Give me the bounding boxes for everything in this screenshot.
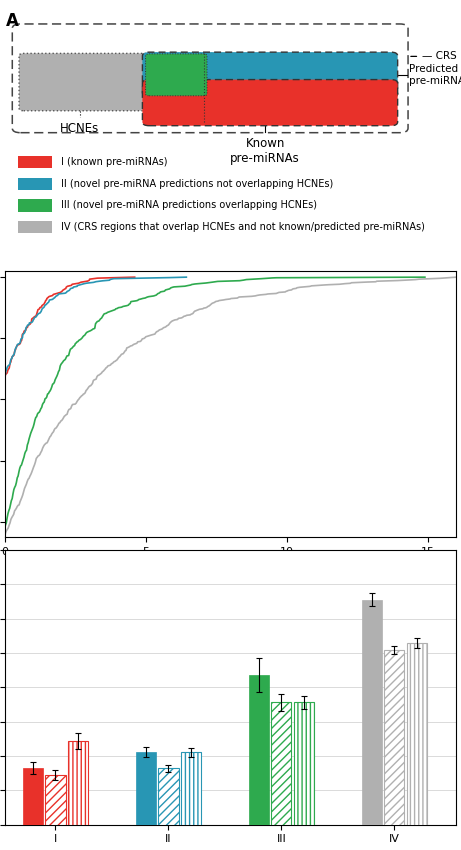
Bar [23, 768, 43, 824]
Text: Known
pre-miRNAs: Known pre-miRNAs [230, 137, 300, 165]
Bar [45, 775, 65, 824]
Bar [136, 751, 156, 824]
FancyBboxPatch shape [19, 54, 216, 110]
Text: III (novel pre-miRNA predictions overlapping HCNEs): III (novel pre-miRNA predictions overlap… [61, 201, 317, 210]
Text: I (known pre-miRNAs): I (known pre-miRNAs) [61, 157, 168, 167]
Bar [407, 643, 427, 824]
Bar [18, 178, 52, 190]
FancyBboxPatch shape [142, 52, 398, 98]
Bar [18, 221, 52, 234]
Text: — CRS: — CRS [422, 51, 456, 61]
Bar [68, 741, 88, 824]
Bar [294, 702, 314, 824]
Text: A: A [6, 12, 18, 31]
Text: Predicted
pre-miRNAs: Predicted pre-miRNAs [409, 64, 461, 86]
X-axis label: Number of predicted homeobox binding sites per 100 bp: Number of predicted homeobox binding sit… [63, 563, 398, 575]
Bar [158, 768, 178, 824]
FancyBboxPatch shape [146, 54, 207, 96]
Bar [361, 599, 382, 824]
Bar [384, 649, 404, 824]
Bar [181, 752, 201, 824]
Text: II (novel pre-miRNA predictions not overlapping HCNEs): II (novel pre-miRNA predictions not over… [61, 178, 333, 189]
Bar [18, 199, 52, 212]
Text: IV (CRS regions that overlap HCNEs and not known/predicted pre-miRNAs): IV (CRS regions that overlap HCNEs and n… [61, 222, 425, 232]
Bar [271, 702, 291, 824]
Text: HCNEs: HCNEs [60, 122, 100, 135]
Bar [248, 675, 269, 824]
FancyBboxPatch shape [142, 80, 398, 126]
Bar [18, 156, 52, 168]
